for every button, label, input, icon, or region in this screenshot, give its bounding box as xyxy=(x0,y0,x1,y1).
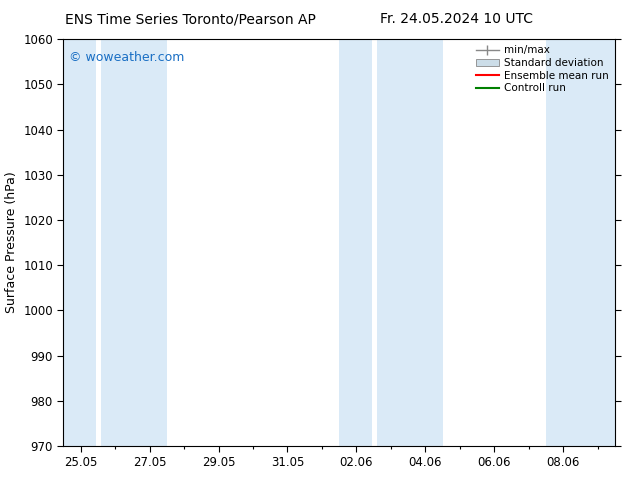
Y-axis label: Surface Pressure (hPa): Surface Pressure (hPa) xyxy=(4,172,18,314)
Bar xyxy=(63,39,96,446)
Text: Fr. 24.05.2024 10 UTC: Fr. 24.05.2024 10 UTC xyxy=(380,12,533,26)
Text: ENS Time Series Toronto/Pearson AP: ENS Time Series Toronto/Pearson AP xyxy=(65,12,316,26)
Bar xyxy=(377,39,443,446)
Bar xyxy=(339,39,372,446)
Bar xyxy=(101,39,167,446)
Text: © woweather.com: © woweather.com xyxy=(69,51,184,64)
Legend: min/max, Standard deviation, Ensemble mean run, Controll run: min/max, Standard deviation, Ensemble me… xyxy=(473,42,612,97)
Bar xyxy=(546,39,615,446)
